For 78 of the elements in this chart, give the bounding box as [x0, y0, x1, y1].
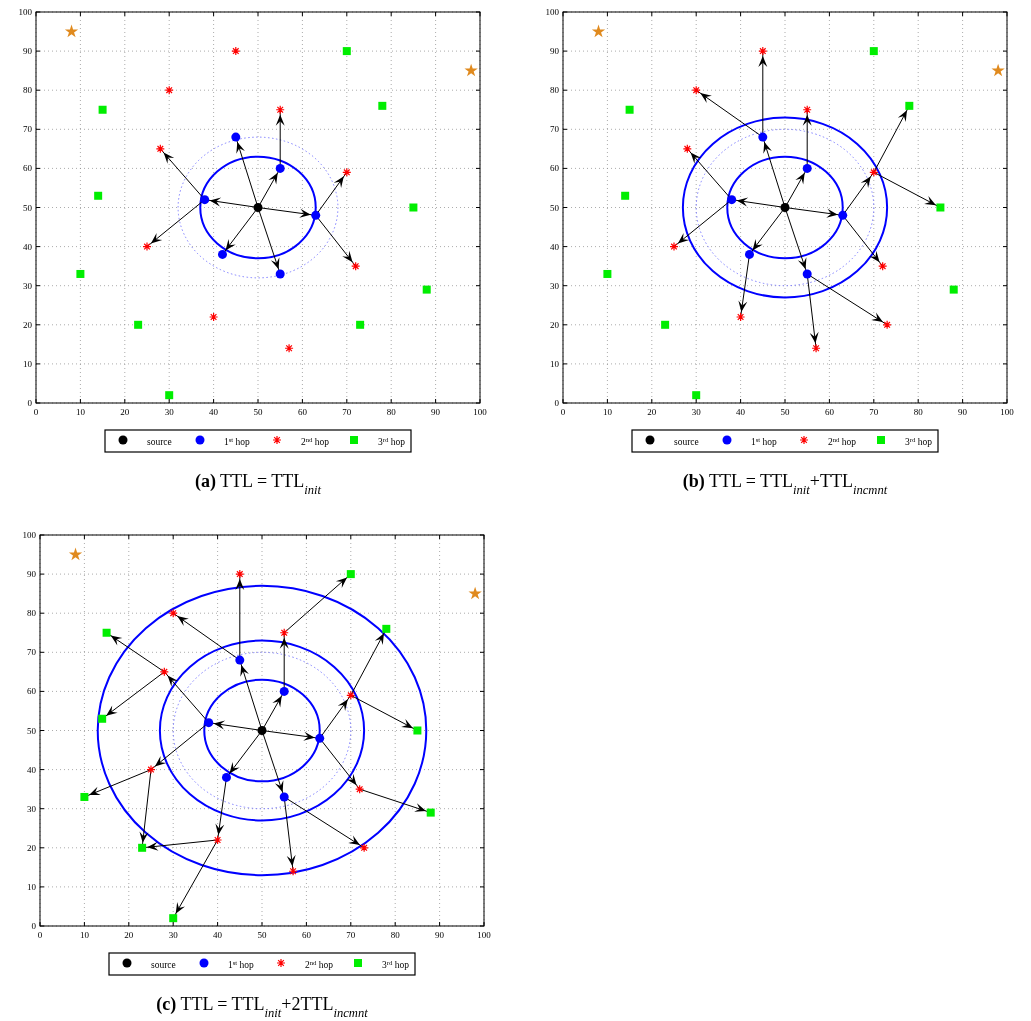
y-tick-label: 90 [27, 569, 37, 580]
y-tick-label: 100 [545, 7, 560, 17]
x-tick-label: 10 [79, 930, 90, 940]
y-tick-label: 20 [550, 319, 560, 330]
x-tick-label: 20 [120, 407, 130, 417]
y-tick-label: 10 [23, 358, 33, 369]
x-tick-label: 10 [75, 407, 86, 417]
y-tick-label: 50 [27, 725, 37, 736]
y-tick-label: 30 [27, 803, 37, 814]
y-tick-label: 40 [23, 241, 33, 252]
x-tick-label: 50 [780, 407, 790, 417]
text: (a) TTL = TTL$_{init}$ [194, 471, 322, 497]
x-tick-label: 40 [209, 407, 219, 417]
y-tick-label: 10 [27, 881, 37, 892]
y-tick-label: 20 [23, 319, 33, 330]
y-tick-label: 10 [550, 358, 560, 369]
x-tick-label: 90 [435, 930, 445, 940]
y-tick-label: 70 [550, 124, 560, 135]
y-tick-label: 40 [550, 241, 560, 252]
legend-label: 2$^{nd}$ hop [828, 435, 857, 447]
y-tick-label: 80 [23, 85, 33, 96]
legend-label: 2$^{nd}$ hop [305, 958, 334, 970]
x-tick-label: 60 [824, 407, 835, 417]
text: (c) TTL = TTL$_{init}$+2TTL$_{incmnt}$ [156, 994, 369, 1020]
x-tick-label: 40 [213, 930, 223, 940]
legend-label: 3$^{rd}$ hop [382, 958, 410, 970]
x-tick-label: 30 [691, 407, 702, 417]
legend-label: 3$^{rd}$ hop [378, 435, 406, 447]
x-tick-label: 40 [736, 407, 746, 417]
legend-label: source [151, 959, 176, 970]
y-tick-label: 30 [23, 280, 33, 291]
y-tick-label: 0 [31, 921, 37, 931]
x-tick-label: 30 [168, 930, 179, 940]
x-tick-label: 90 [431, 407, 441, 417]
legend-label: 1$^{st}$ hop [751, 435, 778, 447]
x-tick-label: 90 [958, 407, 968, 417]
y-tick-label: 90 [550, 46, 560, 57]
y-tick-label: 30 [550, 280, 560, 291]
x-tick-label: 70 [342, 407, 352, 417]
text: (b) TTL = TTL$_{init}$+TTL$_{incmnt}$ [682, 471, 888, 497]
x-tick-label: 30 [164, 407, 175, 417]
legend-label: source [147, 436, 172, 447]
x-tick-label: 50 [253, 407, 263, 417]
y-tick-label: 80 [550, 85, 560, 96]
y-tick-label: 60 [550, 163, 560, 174]
legend-label: 2$^{nd}$ hop [301, 435, 330, 447]
y-tick-label: 50 [550, 202, 560, 213]
x-tick-label: 20 [647, 407, 657, 417]
y-tick-label: 60 [23, 163, 33, 174]
y-tick-label: 0 [27, 398, 33, 408]
y-tick-label: 50 [23, 202, 33, 213]
x-tick-label: 80 [390, 930, 401, 940]
x-tick-label: 70 [869, 407, 879, 417]
x-tick-label: 100 [1000, 407, 1015, 417]
legend-label: source [674, 436, 699, 447]
x-tick-label: 70 [346, 930, 356, 940]
x-tick-label: 20 [124, 930, 134, 940]
y-tick-label: 70 [27, 647, 37, 658]
y-tick-label: 20 [27, 842, 37, 853]
y-tick-label: 100 [22, 530, 37, 540]
x-tick-label: 80 [913, 407, 924, 417]
x-tick-label: 60 [297, 407, 308, 417]
legend-label: 1$^{st}$ hop [224, 435, 251, 447]
x-tick-label: 100 [477, 930, 492, 940]
y-tick-label: 80 [27, 608, 37, 619]
x-tick-label: 100 [473, 407, 488, 417]
y-tick-label: 100 [18, 7, 33, 17]
x-tick-label: 10 [602, 407, 613, 417]
x-tick-label: 80 [386, 407, 397, 417]
y-tick-label: 0 [554, 398, 560, 408]
legend-label: 3$^{rd}$ hop [905, 435, 933, 447]
y-tick-label: 70 [23, 124, 33, 135]
x-tick-label: 60 [301, 930, 312, 940]
legend-label: 1$^{st}$ hop [228, 958, 255, 970]
x-tick-label: 50 [257, 930, 267, 940]
y-tick-label: 60 [27, 686, 37, 697]
y-tick-label: 90 [23, 46, 33, 57]
y-tick-label: 40 [27, 764, 37, 775]
